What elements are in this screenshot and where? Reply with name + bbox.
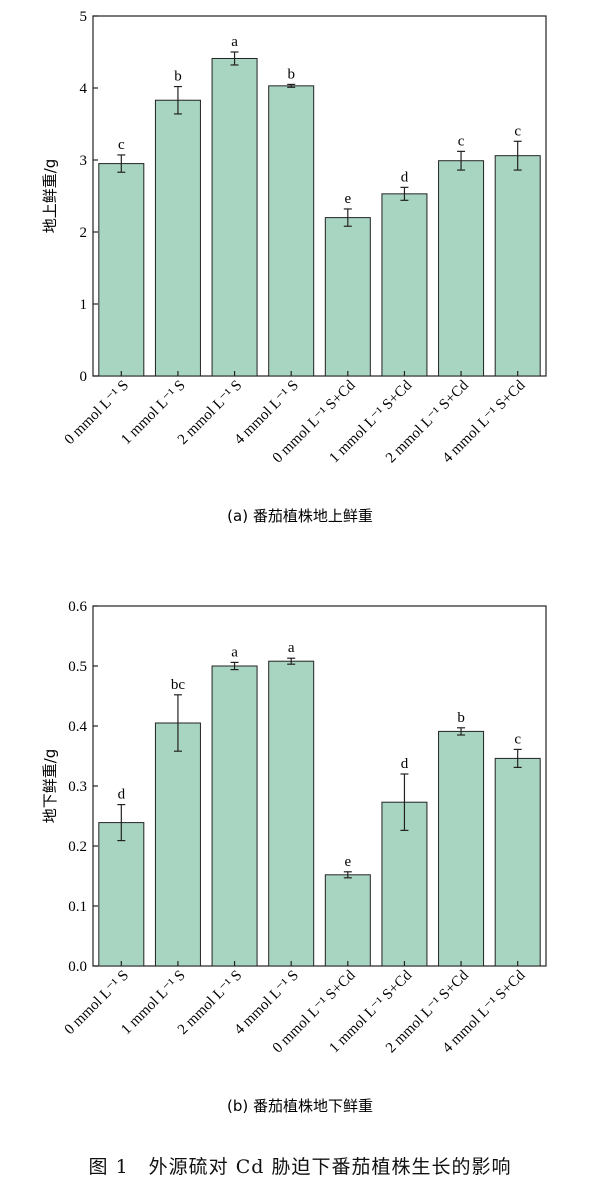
error-bar (457, 150, 466, 171)
y-tick-label: 0.6 (68, 599, 87, 615)
y-axis-label: 地上鲜重/g (41, 159, 59, 234)
bar (268, 660, 315, 967)
significance-letter: c (118, 137, 125, 153)
bar (494, 757, 541, 967)
error-bar (287, 83, 296, 88)
significance-letter: c (514, 123, 521, 139)
bar (324, 217, 371, 377)
significance-letter: c (458, 133, 465, 149)
significance-letter: c (514, 731, 521, 747)
figure-caption: 图 1 外源硫对 Cd 胁迫下番茄植株生长的影响 (88, 1156, 512, 1178)
error-bar (173, 85, 182, 115)
bar (438, 730, 485, 967)
bar (381, 193, 428, 377)
y-tick-label: 0.4 (68, 719, 87, 735)
significance-letter: b (174, 69, 182, 85)
significance-letter: a (231, 644, 238, 660)
bar (98, 163, 145, 377)
y-tick-label: 3 (80, 153, 88, 169)
significance-letter: e (344, 191, 351, 207)
bar (211, 57, 258, 377)
error-bar (173, 694, 182, 752)
y-tick-label: 0.5 (68, 659, 87, 675)
significance-letter: d (118, 787, 126, 803)
y-tick-label: 2 (80, 225, 88, 241)
significance-letter: a (231, 34, 238, 50)
y-tick-label: 0.1 (68, 899, 87, 915)
error-bar (230, 661, 239, 671)
bar (494, 155, 541, 377)
significance-letter: b (457, 710, 465, 726)
y-tick-label: 0.2 (68, 839, 87, 855)
y-axis-label: 地下鲜重/g (41, 749, 59, 824)
bar (154, 99, 201, 377)
error-bar (117, 154, 126, 173)
significance-letter: d (401, 756, 409, 772)
bar (154, 722, 201, 967)
error-bar (343, 208, 352, 227)
y-tick-label: 0 (80, 369, 88, 385)
bar (324, 874, 371, 967)
significance-letter: a (288, 640, 295, 656)
error-bar (343, 871, 352, 879)
plot-frame (92, 15, 547, 377)
significance-letter: b (287, 66, 295, 82)
error-bar (457, 727, 466, 736)
bar (438, 160, 485, 377)
error-bar (400, 186, 409, 201)
error-bar (117, 803, 126, 842)
bar (98, 822, 145, 967)
y-tick-label: 5 (80, 9, 88, 25)
bar (211, 665, 258, 967)
significance-letter: d (401, 169, 409, 185)
chart-subtitle: (a) 番茄植株地上鲜重 (227, 507, 373, 525)
chart-subtitle: (b) 番茄植株地下鲜重 (227, 1097, 373, 1115)
y-tick-label: 0.3 (68, 779, 87, 795)
significance-letter: bc (171, 677, 186, 693)
error-bar (513, 748, 522, 769)
error-bar (287, 657, 296, 665)
error-bar (513, 140, 522, 171)
error-bar (230, 51, 239, 66)
y-tick-label: 0.0 (68, 959, 87, 975)
bar (268, 85, 315, 377)
significance-letter: e (344, 854, 351, 870)
y-tick-label: 4 (80, 81, 88, 97)
error-bar (400, 773, 409, 832)
y-tick-label: 1 (80, 297, 88, 313)
